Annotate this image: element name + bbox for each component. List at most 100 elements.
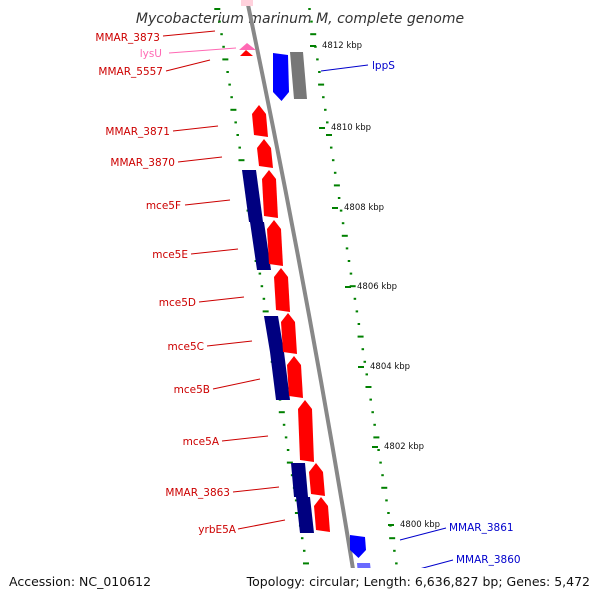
tick-mark [339,209,343,212]
gene-label-mce5b[interactable]: mce5B [174,384,210,396]
left-gene-labels: MMAR_3873 lysU MMAR_5557 MMAR_3871 MMAR_3870… [95,32,236,536]
accession-text: Accession: NC_010612 [9,574,151,589]
forward-gene-arrow [287,356,303,398]
operon-block [270,352,290,400]
gene-label-lpps[interactable]: lppS [372,60,395,72]
operon-block [250,222,271,270]
gene-label-mce5d[interactable]: mce5D [159,297,196,309]
tick-mark [262,310,269,313]
tick-mark [389,537,396,540]
tick-mark [302,562,309,565]
forward-gene-arrow [274,268,290,312]
gene-label-mmar_3870[interactable]: MMAR_3870 [110,157,175,169]
tick-mark [353,297,357,300]
label-connector-line [206,340,253,347]
gene-label-mce5c[interactable]: mce5C [168,341,204,353]
tick-mark [260,285,264,288]
tick-mark [349,285,356,288]
gene-label-mce5e[interactable]: mce5E [152,249,188,261]
label-connector-line [399,527,447,541]
label-connector-line [184,199,231,206]
kbp-tick [358,366,364,368]
kbp-label: 4806 kbp [357,282,397,292]
tick-mark [393,549,396,552]
label-connector-line [232,486,280,493]
tick-mark [218,20,221,23]
tick-mark [238,159,245,162]
label-connector-line [168,47,237,54]
kbp-label: 4808 kbp [344,203,384,213]
tick-mark [363,360,367,363]
tick-mark [222,58,229,61]
tick-mark [228,83,231,86]
label-connector-line [221,435,269,442]
tick-mark [294,499,298,502]
kbp-tick [345,286,351,288]
tick-mark [333,184,340,187]
label-connectors [162,30,454,573]
tick-mark [236,134,239,136]
footer-background [0,568,600,600]
tick-mark [302,549,306,552]
forward-gene-arrow [309,463,325,496]
kbp-tick [388,524,394,526]
label-connector-line [190,248,239,255]
tick-mark [355,310,359,313]
gene-label-mce5a[interactable]: mce5A [183,436,220,448]
map-title: Mycobacterium marinum M, complete genome [136,11,464,27]
tick-mark [365,373,368,376]
gene-label-lysu[interactable]: lysU [140,48,162,60]
tick-mark [347,260,351,262]
label-connector-line [177,156,223,163]
tick-mark [286,449,290,451]
gene-label-mmar_3860[interactable]: MMAR_3860 [456,554,521,566]
reverse-gene-arrow [273,53,289,101]
forward-gene-arrow [252,105,268,137]
forward-gene-arrow [257,139,273,168]
tick-mark [379,461,382,464]
label-connector-line [212,378,261,390]
gene-label-mmar_3871[interactable]: MMAR_3871 [105,126,170,138]
gene-label-mmar_5557[interactable]: MMAR_5557 [98,66,163,78]
kbp-scale: 4812 kbp 4810 kbp 4808 kbp 4806 kbp 4804 kbp… [310,41,440,530]
forward-gene-arrow [267,220,283,266]
tick-mark [222,45,225,48]
gene-label-mmar_3861[interactable]: MMAR_3861 [449,522,514,534]
right-gene-labels: lppS MMAR_3861 MMAR_3860 [372,60,521,566]
label-connector-line [198,296,245,303]
forward-gene-arrow [281,313,297,354]
tick-mark [349,272,353,275]
tick-mark [326,121,329,124]
genome-backbone [245,0,360,600]
tick-mark [373,423,376,426]
gene-label-mmar_3873[interactable]: MMAR_3873 [95,32,160,44]
tick-mark [329,146,333,149]
kbp-label: 4810 kbp [331,123,371,133]
tick-mark [357,335,364,338]
forward-gene-arrow [240,50,253,56]
tick-mark [387,512,390,514]
tick-mark [262,297,266,300]
tick-mark [381,486,388,489]
kbp-label: 4812 kbp [322,41,362,51]
gene-label-mmar_3863[interactable]: MMAR_3863 [165,487,230,499]
label-connector-line [162,30,216,37]
kbp-tick [319,127,325,129]
kbp-label: 4804 kbp [370,362,410,372]
tick-mark [226,71,229,73]
pseudo-gene-block [290,52,307,99]
forward-gene-arrow [262,170,278,218]
tick-mark [220,33,223,36]
gene-label-mce5f[interactable]: mce5F [146,200,181,212]
tick-mark [234,121,237,124]
tick-mark [325,134,332,136]
tick-mark [284,436,288,439]
faded-gene-arrow [239,43,256,50]
forward-gene-arrow [314,497,330,532]
tick-mark [331,159,335,162]
tick-mark [373,436,380,439]
gene-label-yrbe5a[interactable]: yrbE5A [198,524,237,536]
tick-mark [395,562,398,565]
tick-mark [316,58,319,61]
